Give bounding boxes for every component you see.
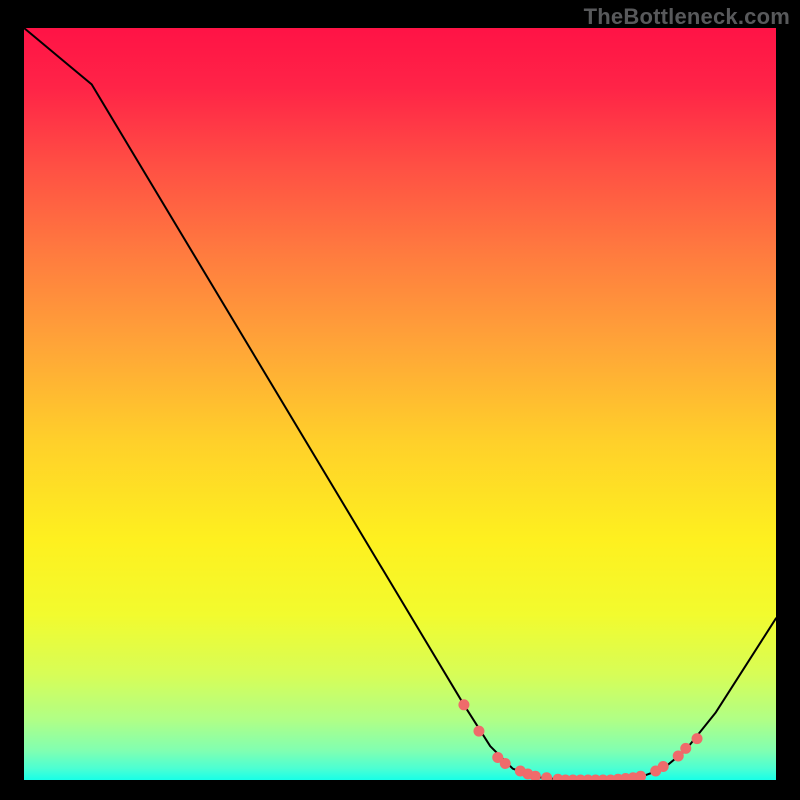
chart-frame: TheBottleneck.com bbox=[0, 0, 800, 800]
marker-dot bbox=[500, 758, 510, 768]
chart-svg bbox=[24, 28, 776, 780]
plot-area bbox=[24, 28, 776, 780]
marker-dot bbox=[658, 761, 668, 771]
marker-dot bbox=[459, 700, 469, 710]
marker-dot bbox=[474, 726, 484, 736]
marker-dot bbox=[673, 751, 683, 761]
marker-dot bbox=[681, 743, 691, 753]
marker-dot bbox=[636, 771, 646, 780]
watermark-text: TheBottleneck.com bbox=[584, 4, 790, 30]
marker-dot bbox=[530, 771, 540, 780]
marker-dot bbox=[692, 734, 702, 744]
plot-background bbox=[24, 28, 776, 780]
marker-dot bbox=[542, 773, 552, 780]
